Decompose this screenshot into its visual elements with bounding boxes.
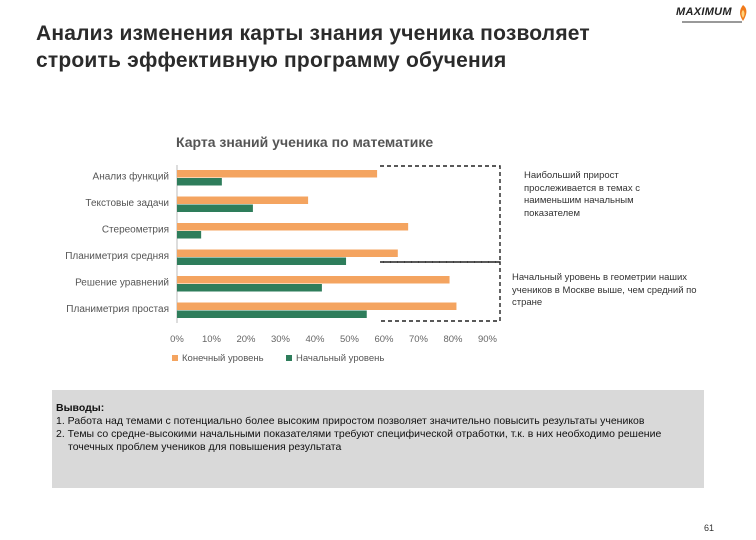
company-logo: MAXIMUM [676, 4, 750, 30]
bar-final-0 [177, 170, 378, 178]
x-tick-label-7: 70% [409, 334, 429, 345]
x-tick-label-8: 80% [443, 334, 463, 345]
legend-label-1: Начальный уровень [296, 353, 384, 364]
logo-mark-icon [740, 5, 747, 21]
bar-initial-0 [177, 178, 222, 186]
bar-initial-1 [177, 204, 253, 212]
legend-swatch-1 [286, 355, 292, 361]
category-label-0: Анализ функций [93, 171, 169, 183]
bar-final-1 [177, 196, 309, 204]
x-tick-label-9: 90% [478, 334, 498, 345]
conclusion-item-2: 2. Темы со средне-высокими начальными по… [56, 428, 662, 453]
bar-initial-4 [177, 284, 322, 292]
bar-initial-5 [177, 310, 367, 318]
legend-label-0: Конечный уровень [182, 353, 264, 364]
callout-frame-bottom [380, 261, 501, 322]
chart-title: Карта знаний ученика по математике [176, 134, 434, 150]
bar-initial-2 [177, 231, 202, 239]
slide-title: Анализ изменения карты знания ученика по… [36, 22, 590, 72]
legend-swatch-0 [172, 355, 178, 361]
bar-final-5 [177, 302, 457, 310]
conclusions-box: Выводы: 1. Работа над темами с потенциал… [52, 390, 704, 488]
bar-initial-3 [177, 257, 347, 265]
x-tick-label-5: 50% [340, 334, 360, 345]
bar-final-3 [177, 249, 398, 257]
x-tick-label-3: 30% [271, 334, 291, 345]
logo-underline [682, 21, 742, 23]
category-label-1: Текстовые задачи [85, 198, 169, 209]
conclusion-item-1: 1. Работа над темами с потенциально боле… [56, 415, 645, 427]
page-number: 61 [704, 523, 715, 533]
x-tick-label-6: 60% [374, 334, 394, 345]
category-label-2: Стереометрия [102, 225, 169, 236]
category-label-4: Решение уравнений [75, 278, 169, 289]
conclusions-heading: Выводы: [56, 402, 105, 414]
callout-frame-top [380, 165, 501, 263]
category-label-3: Планиметрия средняя [65, 251, 169, 262]
callout-top: Наибольший прирост прослеживается в тема… [524, 170, 640, 219]
x-tick-label-4: 40% [305, 334, 325, 345]
logo-text: MAXIMUM [676, 6, 732, 18]
bar-final-2 [177, 223, 409, 231]
bar-final-4 [177, 276, 450, 284]
category-label-5: Планиметрия простая [66, 304, 169, 315]
x-tick-label-1: 10% [202, 334, 222, 345]
x-tick-label-0: 0% [170, 334, 184, 345]
callout-bottom: Начальный уровень в геометрии наших учен… [512, 272, 697, 308]
conclusions-text: Выводы: 1. Работа над темами с потенциал… [56, 402, 696, 454]
x-tick-label-2: 20% [236, 334, 256, 345]
